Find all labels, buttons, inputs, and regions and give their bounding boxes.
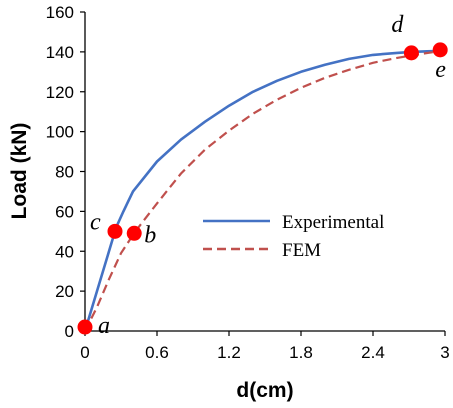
point-a: [77, 319, 93, 335]
series-line-experimental: [83, 49, 442, 332]
point-label-c: c: [90, 209, 101, 235]
x-tick-label: 1.8: [289, 343, 313, 362]
y-tick-label: 80: [55, 163, 74, 182]
y-tick-label: 40: [55, 242, 74, 261]
y-tick-label: 120: [46, 83, 74, 102]
y-tick-label: 20: [55, 282, 74, 301]
x-axis-title: d(cm): [236, 379, 293, 402]
point-e: [432, 42, 448, 58]
y-tick-label: 60: [55, 202, 74, 221]
x-tick-label: 0.6: [145, 343, 169, 362]
tick-labels: 0 20 40 60 80 100 120 140 160 0 0.6 1.2 1.8 2.4 3: [46, 3, 450, 362]
series-line-fem: [84, 49, 442, 332]
y-axis-title: Load (kN): [8, 123, 31, 220]
series: [83, 49, 442, 332]
point-label-e: e: [435, 57, 446, 83]
point-label-b: b: [144, 222, 156, 248]
y-tick-label: 100: [46, 123, 74, 142]
point-label-a: a: [98, 313, 110, 339]
legend-label-experimental: Experimental: [282, 212, 384, 233]
y-tick-label: 140: [46, 43, 74, 62]
point-d: [403, 45, 419, 61]
point-label-d: d: [391, 12, 404, 38]
y-tick-label: 160: [46, 3, 74, 22]
point-c: [107, 223, 123, 239]
x-tick-label: 0: [80, 343, 89, 362]
x-tick-label: 3: [440, 343, 449, 362]
points: a b c d e: [77, 12, 448, 339]
y-tick-label: 0: [65, 322, 74, 341]
ticks: [80, 11, 446, 336]
legend-label-fem: FEM: [282, 240, 321, 261]
x-tick-label: 1.2: [217, 343, 241, 362]
point-b: [126, 225, 142, 241]
legend: Experimental FEM: [203, 212, 384, 261]
x-tick-label: 2.4: [361, 343, 385, 362]
